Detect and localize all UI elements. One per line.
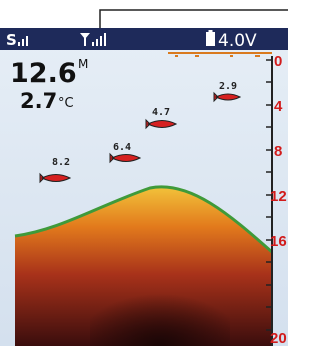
fish-depth-label: 2.9 xyxy=(219,81,237,92)
depth-value: 12.6 xyxy=(10,58,77,89)
callout-line xyxy=(100,10,288,30)
fish-depth-label: 4.7 xyxy=(152,107,170,118)
battery-icon xyxy=(206,30,215,46)
temperature-unit: °C xyxy=(58,96,74,111)
scale-label: 0 xyxy=(274,53,282,70)
fish-finder-screen: S 4.0V 12.6 M 2.7 °C 8.2 6.4 4.7 2.9 xyxy=(0,0,288,346)
temperature-value: 2.7 xyxy=(20,89,57,113)
fish-depth-label: 6.4 xyxy=(113,142,131,153)
scale-label: 16 xyxy=(270,233,287,250)
signal-label: S xyxy=(6,31,17,49)
scale-label: 12 xyxy=(270,188,287,205)
fish-depth-label: 8.2 xyxy=(52,157,70,168)
battery-voltage: 4.0V xyxy=(218,31,257,51)
scale-label: 8 xyxy=(274,143,282,160)
scale-label: 4 xyxy=(274,98,283,115)
depth-unit: M xyxy=(78,57,88,71)
scale-label: 20 xyxy=(270,330,287,346)
